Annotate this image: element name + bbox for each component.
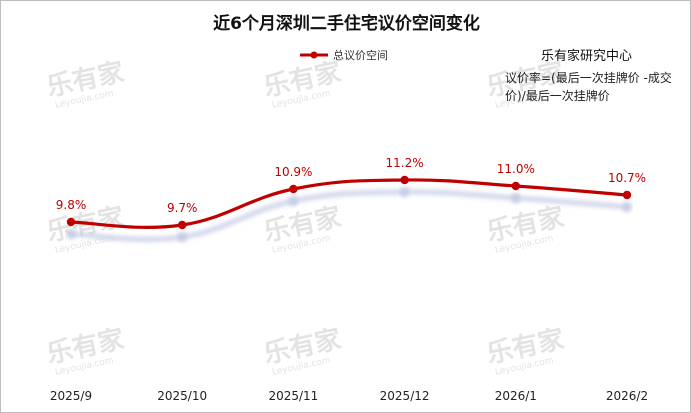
series-shadow-point <box>288 196 299 206</box>
data-label: 9.7% <box>167 201 198 215</box>
data-label: 10.7% <box>608 171 646 185</box>
x-tick-label: 2025/11 <box>268 389 318 403</box>
legend-swatch <box>300 51 328 59</box>
formula-note: 议价率=(最后一次挂牌价 -成交价)/最后一次挂牌价 <box>505 71 672 103</box>
x-tick-label: 2026/1 <box>495 389 537 403</box>
series-shadow-point <box>622 202 632 212</box>
data-point <box>178 220 187 230</box>
x-tick-label: 2025/9 <box>50 389 92 403</box>
data-point <box>66 217 76 227</box>
legend-label: 总议价空间 <box>333 49 388 62</box>
chart-title: 近6个月深圳二手住宅议价空间变化 <box>213 14 480 34</box>
series-shadow-point <box>177 232 188 242</box>
data-label: 10.9% <box>274 165 312 179</box>
data-point <box>400 175 409 185</box>
series-shadow-point <box>66 229 76 239</box>
x-tick-label: 2026/2 <box>606 389 648 403</box>
data-label: 11.2% <box>386 156 424 170</box>
x-tick-label: 2025/12 <box>380 389 430 403</box>
data-label: 9.8% <box>56 198 87 212</box>
data-point <box>622 190 632 200</box>
source-label: 乐有家研究中心 <box>541 49 633 64</box>
data-label: 11.0% <box>497 162 535 176</box>
x-tick-label: 2025/10 <box>157 389 207 403</box>
series-shadow <box>70 189 628 242</box>
data-point <box>289 184 298 194</box>
series-shadow-point <box>510 193 521 203</box>
series-shadow-point <box>399 187 410 197</box>
series-line <box>69 178 629 230</box>
legend: 总议价空间 <box>299 47 388 63</box>
data-point <box>511 181 520 191</box>
